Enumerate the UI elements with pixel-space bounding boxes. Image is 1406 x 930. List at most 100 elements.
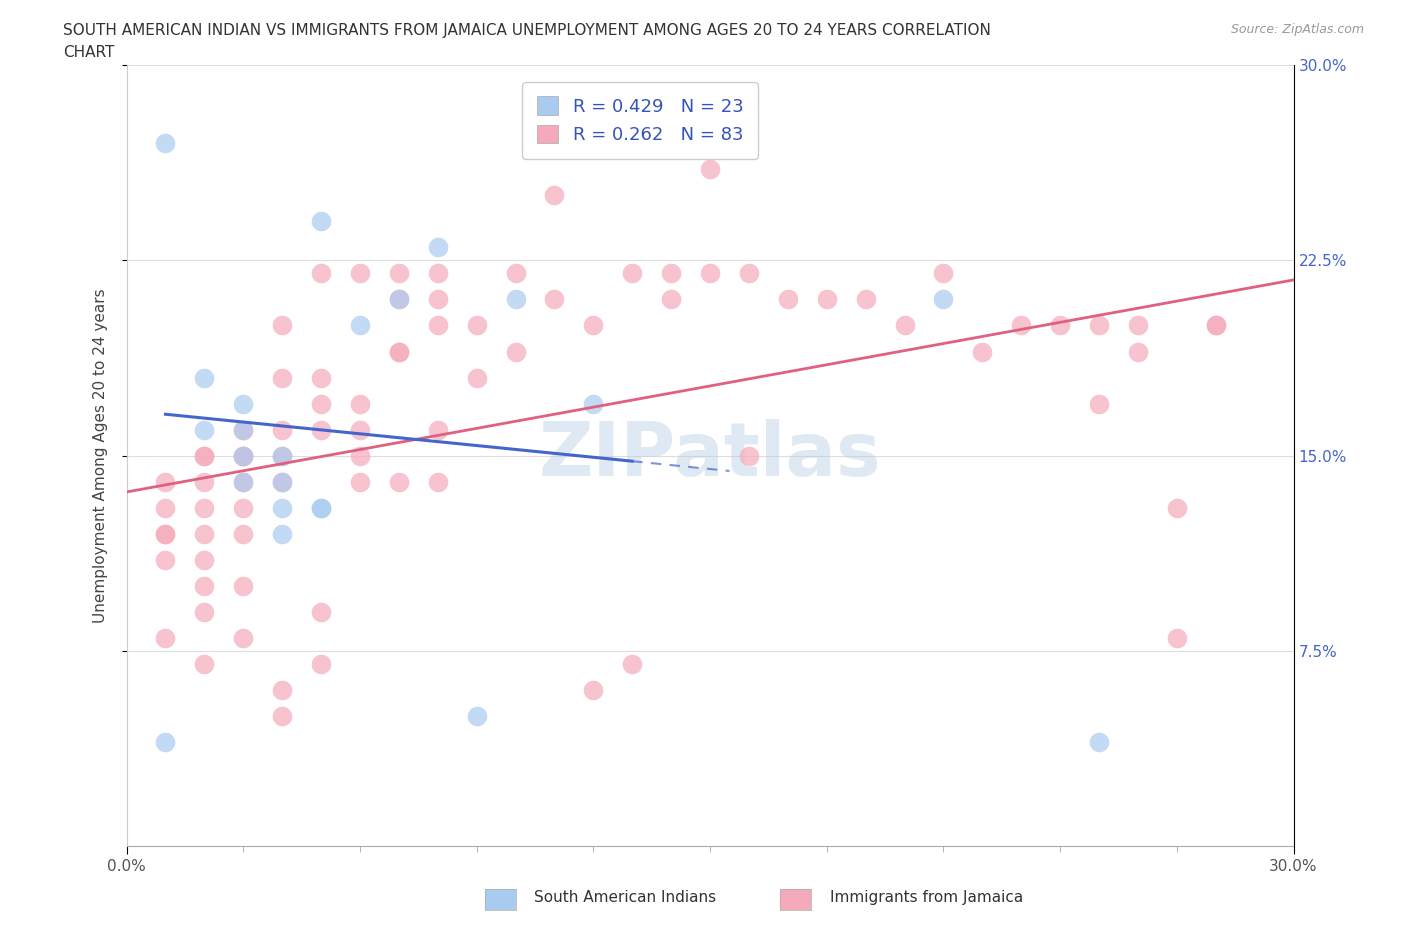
Point [1010, 318, 1032, 333]
Point [309, 500, 332, 515]
Point [193, 474, 215, 489]
Point [659, 292, 682, 307]
Point [465, 370, 488, 385]
Point [309, 422, 332, 437]
Point [659, 266, 682, 281]
Point [1126, 318, 1149, 333]
Text: CHART: CHART [63, 45, 115, 60]
Point [1126, 344, 1149, 359]
Point [232, 474, 254, 489]
Point [271, 448, 294, 463]
Point [855, 292, 877, 307]
Point [271, 500, 294, 515]
Point [972, 344, 994, 359]
Point [271, 422, 294, 437]
Point [582, 683, 605, 698]
Point [621, 657, 644, 671]
Point [349, 396, 371, 411]
Point [388, 292, 411, 307]
Point [1088, 735, 1111, 750]
Point [271, 370, 294, 385]
Point [1166, 631, 1188, 645]
Point [1166, 500, 1188, 515]
Point [893, 318, 915, 333]
Point [232, 422, 254, 437]
Point [232, 448, 254, 463]
Point [426, 422, 449, 437]
Point [193, 500, 215, 515]
Point [349, 448, 371, 463]
Point [309, 500, 332, 515]
Point [232, 474, 254, 489]
Point [271, 709, 294, 724]
Point [309, 370, 332, 385]
Point [193, 578, 215, 593]
Point [193, 370, 215, 385]
Point [232, 578, 254, 593]
Point [426, 292, 449, 307]
Point [349, 318, 371, 333]
Point [309, 604, 332, 619]
Point [193, 448, 215, 463]
Point [776, 292, 799, 307]
Point [309, 266, 332, 281]
Point [465, 709, 488, 724]
Point [932, 266, 955, 281]
Point [232, 396, 254, 411]
Point [155, 474, 177, 489]
Point [699, 266, 721, 281]
Point [582, 396, 605, 411]
Point [388, 344, 411, 359]
Point [309, 396, 332, 411]
Point [738, 266, 761, 281]
Text: South American Indians: South American Indians [534, 890, 717, 905]
Point [271, 318, 294, 333]
Point [621, 266, 644, 281]
Point [232, 500, 254, 515]
Point [1205, 318, 1227, 333]
Point [426, 474, 449, 489]
Point [505, 292, 527, 307]
Point [271, 526, 294, 541]
Point [543, 188, 565, 203]
Point [193, 448, 215, 463]
Point [1088, 396, 1111, 411]
Point [193, 526, 215, 541]
Point [155, 631, 177, 645]
Point [349, 266, 371, 281]
Point [271, 683, 294, 698]
Point [232, 422, 254, 437]
Point [271, 448, 294, 463]
Text: ZIPatlas: ZIPatlas [538, 419, 882, 492]
Point [388, 292, 411, 307]
Point [1049, 318, 1071, 333]
Point [309, 214, 332, 229]
Point [543, 292, 565, 307]
Point [193, 552, 215, 567]
Point [232, 448, 254, 463]
Point [932, 292, 955, 307]
Point [815, 292, 838, 307]
Point [388, 266, 411, 281]
Point [738, 448, 761, 463]
Point [193, 604, 215, 619]
Point [426, 240, 449, 255]
Text: Immigrants from Jamaica: Immigrants from Jamaica [830, 890, 1022, 905]
Point [155, 526, 177, 541]
Point [1088, 318, 1111, 333]
Point [271, 474, 294, 489]
Point [155, 136, 177, 151]
Point [1205, 318, 1227, 333]
Point [388, 344, 411, 359]
Point [426, 266, 449, 281]
Point [505, 344, 527, 359]
Point [232, 526, 254, 541]
Point [349, 422, 371, 437]
Point [426, 318, 449, 333]
Point [232, 631, 254, 645]
Text: Source: ZipAtlas.com: Source: ZipAtlas.com [1230, 23, 1364, 36]
Point [271, 474, 294, 489]
Legend: R = 0.429   N = 23, R = 0.262   N = 83: R = 0.429 N = 23, R = 0.262 N = 83 [522, 82, 758, 158]
Text: SOUTH AMERICAN INDIAN VS IMMIGRANTS FROM JAMAICA UNEMPLOYMENT AMONG AGES 20 TO 2: SOUTH AMERICAN INDIAN VS IMMIGRANTS FROM… [63, 23, 991, 38]
Point [155, 500, 177, 515]
